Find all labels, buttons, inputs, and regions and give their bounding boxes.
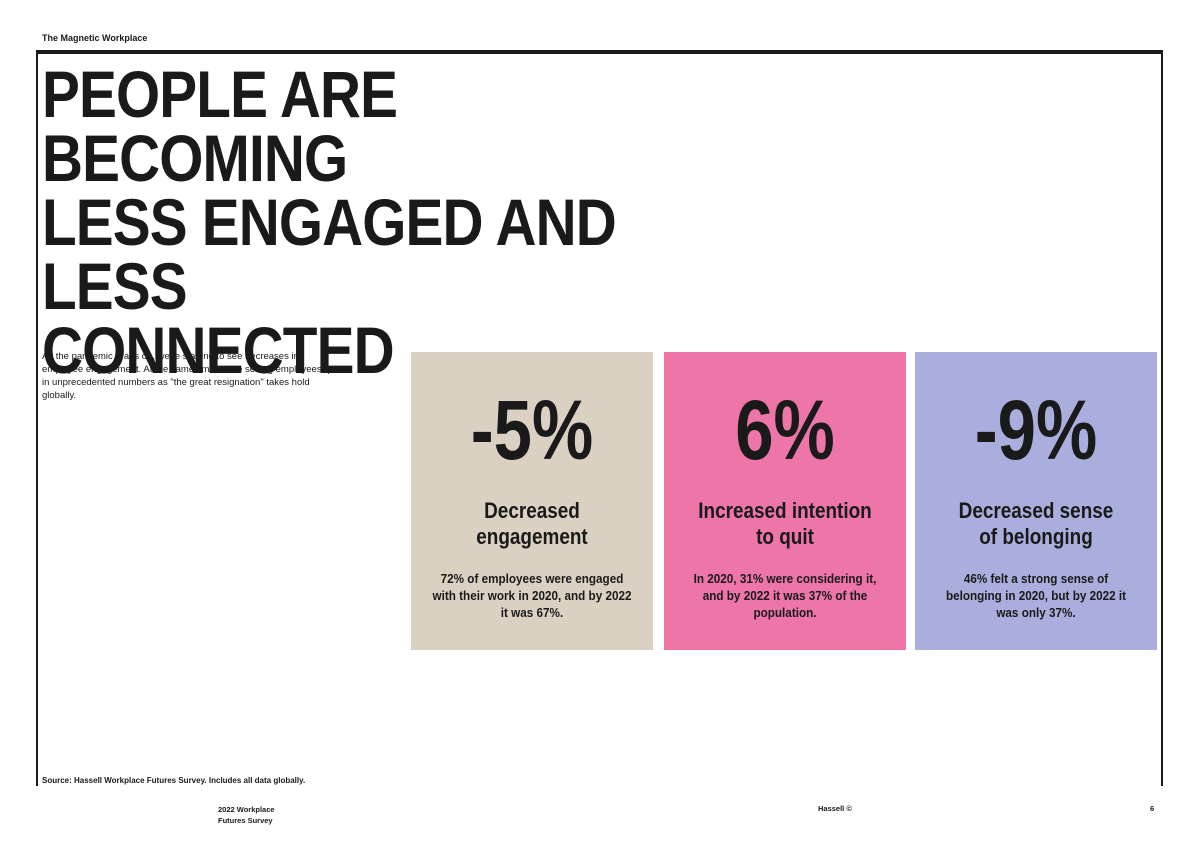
stat-card-intention-to-quit: 6% Increased intention to quit In 2020, … — [664, 352, 906, 650]
stat-label: Decreased sense of belonging — [958, 498, 1114, 549]
stat-description: 72% of employees were engaged with their… — [432, 571, 632, 620]
intro-paragraph: As the pandemic drags on, we're starting… — [42, 351, 340, 401]
left-margin-rule — [36, 52, 38, 786]
stat-label: Increased intention to quit — [698, 498, 872, 549]
footer-publication-line-1: 2022 Workplace — [218, 805, 275, 814]
title-line-1: PEOPLE ARE BECOMING — [42, 57, 398, 195]
stat-value: 6% — [735, 383, 835, 477]
footer-publisher: Hassell © — [818, 804, 852, 813]
footer-publication-line-2: Futures Survey — [218, 816, 273, 825]
title-line-3: CONNECTED — [42, 313, 395, 387]
page-number: 6 — [1150, 804, 1155, 813]
right-margin-rule — [1161, 52, 1163, 786]
source-note: Source: Hassell Workplace Futures Survey… — [42, 776, 306, 785]
stat-value: -5% — [470, 383, 594, 477]
stat-value: -9% — [974, 383, 1098, 477]
stat-description: In 2020, 31% were considering it, and by… — [693, 571, 877, 620]
running-header: The Magnetic Workplace — [42, 33, 148, 43]
stat-description: 46% felt a strong sense of belonging in … — [945, 571, 1127, 620]
stat-card-belonging: -9% Decreased sense of belonging 46% fel… — [915, 352, 1157, 650]
footer-publication: 2022 Workplace Futures Survey — [218, 804, 275, 826]
header-rule — [36, 50, 1163, 54]
title-line-2: LESS ENGAGED AND LESS — [42, 185, 617, 323]
stat-label: Decreased engagement — [476, 498, 588, 549]
stat-card-engagement: -5% Decreased engagement 72% of employee… — [411, 352, 653, 650]
page-title: PEOPLE ARE BECOMING LESS ENGAGED AND LES… — [42, 57, 644, 387]
